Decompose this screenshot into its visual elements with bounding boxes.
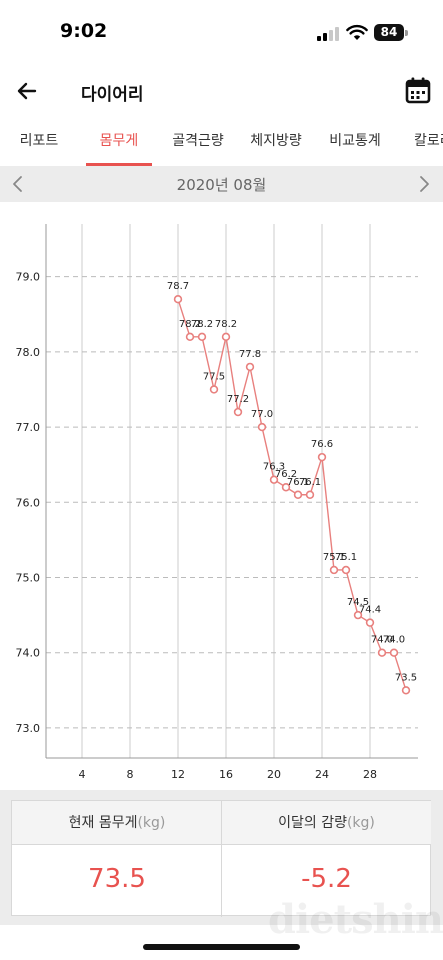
status-bar: 9:02 84 [0,0,443,66]
data-point [293,490,303,499]
y-tick-label: 78.0 [16,346,41,359]
tab-skeletal-muscle[interactable]: 골격근량 [160,122,236,166]
chevron-left-icon[interactable] [6,172,30,196]
monthly-change-header: 이달의 감량(kg) [222,801,431,845]
data-label: 78.7 [167,281,189,292]
data-point [173,295,183,304]
data-point [305,490,315,499]
data-label: 75.1 [323,552,345,563]
monthly-change-unit: (kg) [346,815,375,831]
calendar-icon[interactable] [405,77,431,105]
month-label: 2020년 08월 [176,176,267,194]
data-point [377,648,387,657]
x-tick-label: 12 [171,768,185,781]
data-label: 78.2 [191,319,213,330]
data-point [209,385,219,394]
data-point [185,332,195,342]
tab-comparison-stats[interactable]: 비교통계 [317,122,393,166]
data-point [317,452,327,462]
weight-chart: 4 8 12 16 20 24 28 79.0 78.0 77.0 76.0 75.0 74.0 73.0… [0,202,443,790]
battery-cap [405,30,408,36]
data-point [365,618,375,627]
current-weight-header: 현재 몸무게(kg) [12,801,222,845]
data-label: 77.8 [239,349,261,360]
battery-icon: 84 [374,24,404,41]
data-point [197,332,207,342]
data-point [401,686,411,695]
weight-series-line [177,298,407,691]
data-point [245,362,255,372]
cellular-signal-icon [317,27,341,41]
data-label: 78.2 [215,319,237,330]
data-label: 76.2 [275,469,297,480]
current-weight-label: 현재 몸무게 [68,815,138,831]
summary-table: 현재 몸무게(kg) 73.5 이달의 감량(kg) -5.2 [11,800,431,917]
tab-report[interactable]: 리포트 [6,122,72,166]
data-label: 78.2 [179,319,201,330]
x-tick-label: 28 [363,768,377,781]
data-point [329,565,339,575]
data-label: 76.3 [263,462,285,473]
home-indicator [143,944,300,950]
data-label: 77.2 [227,394,249,405]
x-tick-label: 24 [315,768,329,781]
monthly-change-label: 이달의 감량 [278,815,347,831]
tab-bar: 리포트 몸무게 골격근량 체지방량 비교통계 칼로리 [0,122,443,166]
current-weight-value: 73.5 [88,864,146,894]
data-label: 73.5 [395,672,417,683]
tab-label: 몸무게 [99,133,139,149]
active-tab-indicator [86,163,152,166]
tab-label: 골격근량 [172,133,224,149]
data-label: 76.1 [287,477,309,488]
chevron-right-icon[interactable] [412,172,436,196]
tab-body-fat[interactable]: 체지방량 [238,122,314,166]
data-point [353,610,363,620]
current-weight-column: 현재 몸무게(kg) 73.5 [12,801,222,917]
page-title: 다이어리 [81,85,144,105]
data-label: 76.6 [311,439,333,450]
data-point [281,483,291,492]
data-label: 77.5 [203,371,225,382]
data-point [269,475,279,484]
back-arrow-icon[interactable] [14,78,40,104]
tab-label: 비교통계 [329,133,381,149]
data-label: 76.1 [299,477,321,488]
summary-panel: 현재 몸무게(kg) 73.5 이달의 감량(kg) -5.2 [0,790,443,925]
data-label: 74.0 [371,635,393,646]
data-label: 77.0 [251,409,273,420]
x-tick-label: 20 [267,768,281,781]
wifi-icon [346,24,368,40]
tab-label: 체지방량 [250,133,302,149]
tab-label: 리포트 [19,133,59,149]
data-point [341,565,351,575]
x-tick-label: 8 [127,768,134,781]
tab-weight[interactable]: 몸무게 [86,122,152,166]
data-point [233,407,243,417]
data-label: 75.1 [335,552,357,563]
tab-label: 칼로리 [414,133,443,149]
x-tick-label: 4 [79,768,86,781]
status-time: 9:02 [60,20,108,42]
y-tick-label: 74.0 [16,647,41,660]
x-tick-label: 16 [219,768,233,781]
y-tick-label: 75.0 [16,571,41,584]
data-label: 74.0 [383,635,405,646]
data-label: 74.4 [359,605,381,616]
data-point [221,332,231,342]
nav-bar: 다이어리 [0,66,443,118]
y-tick-label: 73.0 [16,722,41,735]
y-tick-label: 76.0 [16,496,41,509]
data-point [257,422,267,432]
data-point [389,648,399,657]
weight-line-chart: 4 8 12 16 20 24 28 79.0 78.0 77.0 76.0 75.0 74.0 73.0… [16,224,418,781]
month-selector: 2020년 08월 [0,166,443,202]
tab-calories[interactable]: 칼로리 [404,122,443,166]
y-tick-label: 79.0 [16,271,41,284]
data-label: 74.5 [347,597,369,608]
monthly-change-column: 이달의 감량(kg) -5.2 [221,801,431,917]
monthly-change-value: -5.2 [301,864,352,894]
watermark-logo: dietshin.com [268,896,443,943]
current-weight-unit: (kg) [137,815,166,831]
y-tick-label: 77.0 [16,421,41,434]
